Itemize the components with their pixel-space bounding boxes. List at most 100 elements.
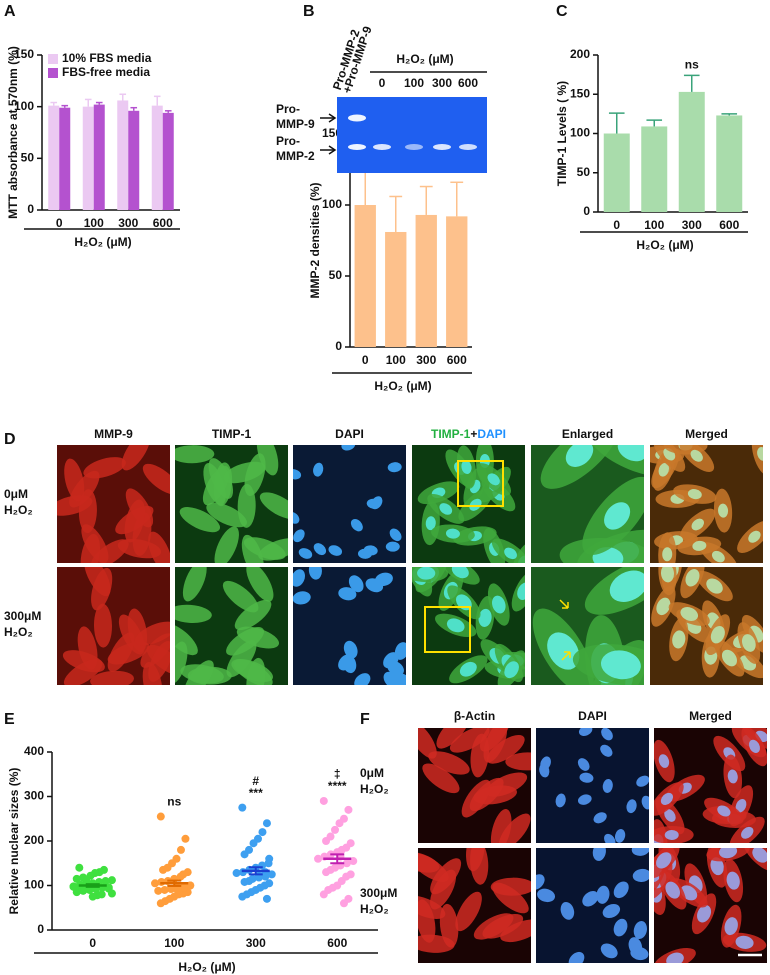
column-header: Enlarged (562, 427, 613, 441)
bar (117, 100, 129, 210)
bar (59, 107, 71, 210)
nucleus (459, 661, 477, 677)
nucleus (577, 794, 592, 805)
significance-label: ns (685, 58, 699, 72)
lane-label: 600 (458, 76, 478, 90)
y-tick-label: 0 (37, 922, 44, 936)
nucleus (469, 498, 482, 511)
micrograph-content (650, 445, 763, 563)
row-label: H₂O₂ (4, 503, 33, 517)
micrograph (654, 848, 767, 963)
nucleus (741, 826, 754, 839)
band-label: Pro- (276, 102, 300, 116)
nucleus (633, 921, 648, 940)
bar (415, 214, 437, 347)
error-bar (153, 95, 161, 106)
micrograph (293, 567, 406, 685)
data-point (322, 837, 331, 845)
micrograph-content (654, 728, 767, 843)
nucleus (680, 607, 699, 621)
micrograph (175, 445, 288, 563)
x-tick-label: 100 (164, 936, 184, 950)
cell (175, 445, 215, 464)
nucleus (748, 739, 760, 753)
nucleus (387, 462, 402, 473)
micrograph-bg (536, 728, 649, 843)
data-point (314, 854, 323, 863)
micrograph-content (293, 567, 406, 685)
nucleus (313, 462, 324, 477)
panel-letter: E (4, 711, 15, 728)
nucleus (660, 792, 674, 806)
data-point (342, 859, 351, 868)
nucleus (710, 857, 724, 876)
nucleus (517, 582, 525, 600)
nucleus (665, 881, 680, 899)
data-point (82, 877, 91, 886)
cell (244, 453, 266, 496)
x-axis-label: H₂O₂ (μM) (74, 235, 131, 249)
zoom-box (424, 606, 471, 653)
data-point (331, 825, 340, 834)
y-tick-label: 100 (14, 99, 34, 113)
lane-label: 100 (404, 76, 424, 90)
nucleus (578, 728, 593, 737)
data-point (249, 839, 258, 848)
nucleus (293, 529, 305, 543)
nucleus (600, 650, 641, 680)
cell (482, 913, 524, 939)
x-tick-label: 100 (386, 353, 406, 367)
band-label: MMP-2 (276, 149, 315, 163)
nucleus (338, 587, 357, 601)
nucleus (461, 460, 472, 475)
gel-band (459, 144, 477, 150)
data-point (238, 892, 247, 901)
micrograph (650, 445, 763, 563)
nucleus (365, 578, 384, 593)
data-point (240, 850, 249, 859)
cell (505, 752, 531, 771)
nucleus (724, 917, 738, 936)
significance-label: # (252, 774, 259, 788)
nucleus (338, 654, 354, 671)
cell (83, 457, 126, 479)
sem-bar (85, 883, 100, 888)
micrograph (175, 567, 288, 685)
gel-band (373, 144, 391, 150)
nucleus (630, 946, 649, 961)
micrograph-content (412, 445, 525, 563)
arrow (561, 651, 571, 661)
micrograph-content (536, 728, 649, 843)
nucleus (636, 775, 649, 787)
band-arrowhead (328, 145, 337, 155)
nucleus (613, 881, 629, 899)
sem-bar (167, 879, 182, 887)
treatment-label: H₂O₂ (μM) (396, 52, 453, 66)
data-point (319, 796, 328, 805)
nucleus (582, 891, 599, 907)
data-point (101, 877, 110, 886)
column-header: DAPI (335, 427, 364, 441)
y-tick-label: 150 (14, 47, 34, 61)
nucleus (600, 744, 613, 757)
micrograph (412, 445, 525, 563)
nucleus (313, 543, 327, 556)
nucleus (757, 447, 763, 461)
nucleus (579, 772, 594, 783)
y-tick-label: 200 (570, 47, 590, 61)
arrow (559, 599, 569, 609)
y-tick-label: 100 (570, 126, 590, 140)
bar (48, 105, 60, 210)
nucleus (721, 649, 737, 667)
x-tick-label: 100 (644, 218, 664, 232)
x-tick-label: 0 (613, 218, 620, 232)
nucleus (363, 545, 378, 556)
nucleus (664, 829, 679, 840)
nucleus (692, 540, 707, 551)
nucleus (341, 445, 356, 451)
data-point (160, 885, 169, 894)
band-arrowhead (328, 113, 337, 123)
x-tick-label: 600 (447, 353, 467, 367)
nucleus (593, 812, 607, 824)
nucleus (383, 671, 399, 685)
